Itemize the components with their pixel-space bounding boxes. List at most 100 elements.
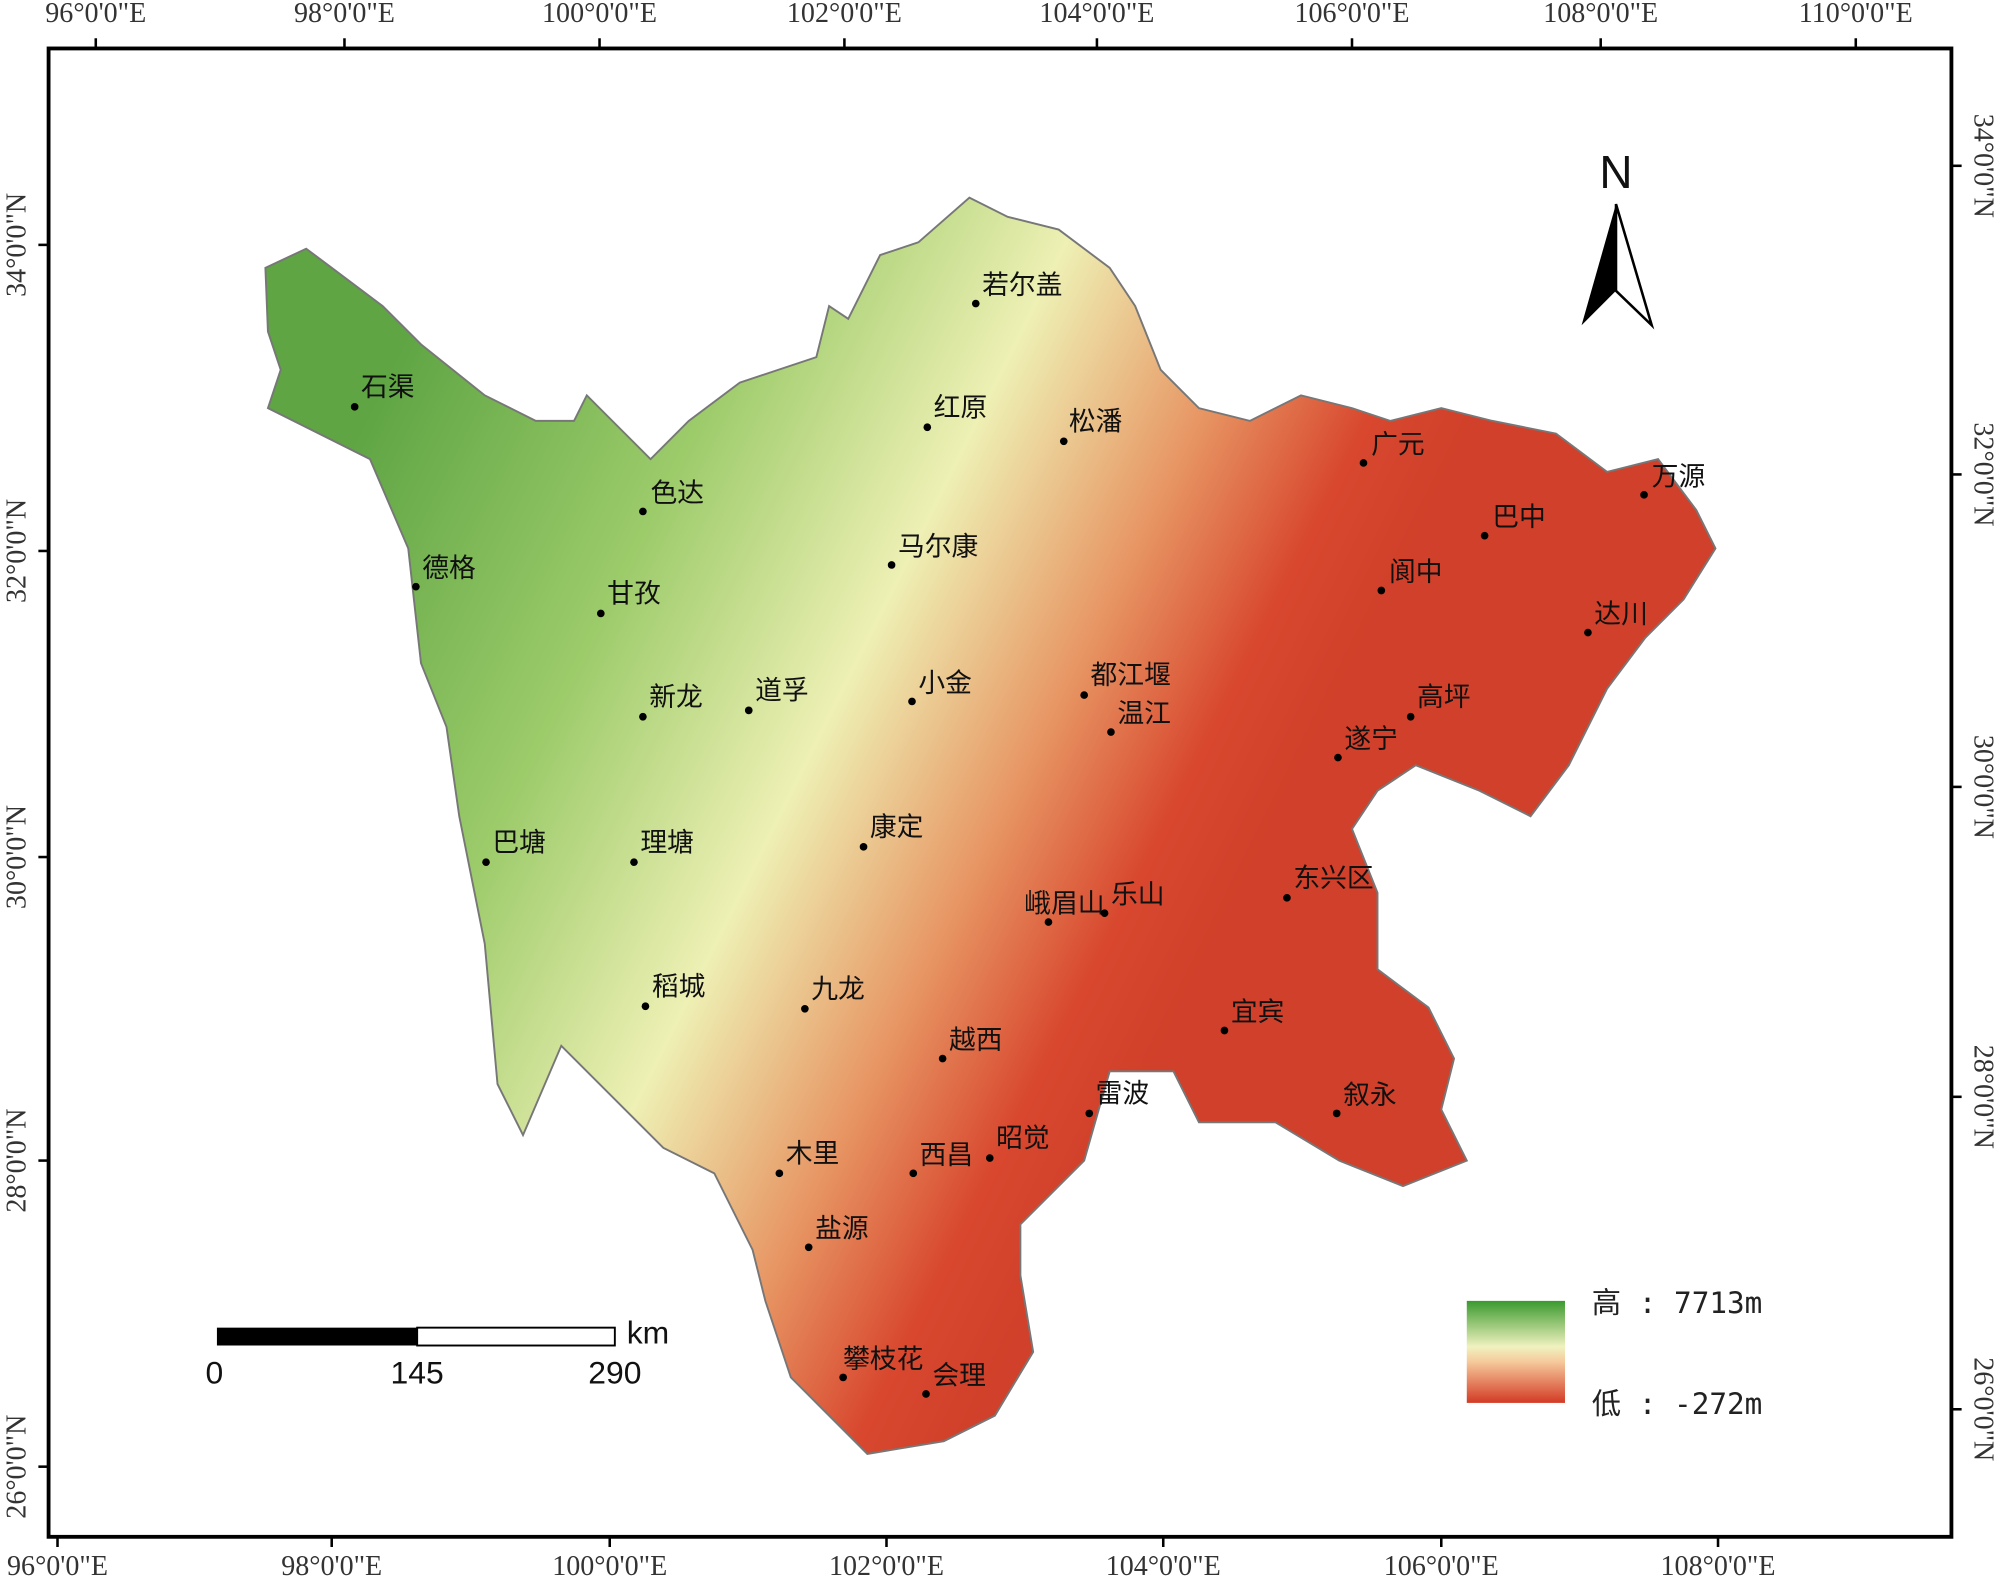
city-dot: [775, 1169, 784, 1178]
left-degree-label: 32°0'0"N: [2, 499, 33, 603]
bottom-degree-label: 108°0'0"E: [1661, 1551, 1776, 1582]
bottom-degree-label: 102°0'0"E: [829, 1551, 944, 1582]
city-dot: [1332, 1109, 1341, 1118]
province-area: [264, 196, 1717, 1455]
bottom-degree-label: 98°0'0"E: [281, 1551, 382, 1582]
city-dot: [1334, 753, 1342, 762]
city-label: 东兴区: [1293, 863, 1373, 894]
left-degree-label: 26°0'0"N: [2, 1415, 33, 1519]
city-label: 德格: [422, 553, 476, 584]
city-label: 万源: [1652, 461, 1706, 492]
city-dot: [1480, 531, 1489, 540]
city-dot: [1377, 586, 1386, 595]
city-dot: [350, 403, 359, 411]
left-degree-label: 28°0'0"N: [2, 1109, 33, 1213]
city-dot: [1640, 491, 1648, 499]
city-label: 峨眉山: [1024, 889, 1104, 920]
city-label: 红原: [934, 392, 988, 423]
city-dot: [1059, 437, 1068, 446]
city-label: 甘孜: [607, 579, 661, 610]
city-dot: [909, 1169, 918, 1178]
city-dot: [859, 843, 868, 851]
city-label: 新龙: [649, 682, 703, 713]
city-dot: [1107, 728, 1115, 736]
city-label: 松潘: [1069, 406, 1123, 437]
city-dot: [985, 1154, 994, 1162]
right-degree-label: 28°0'0"N: [1967, 1045, 1998, 1149]
city-dot: [1100, 909, 1109, 917]
right-degree-label: 32°0'0"N: [1967, 422, 1998, 526]
bottom-degree-label: 104°0'0"E: [1106, 1551, 1221, 1582]
top-degree-label: 98°0'0"E: [294, 0, 395, 29]
top-degree-label: 104°0'0"E: [1039, 0, 1154, 29]
scale-label: 145: [391, 1354, 444, 1390]
top-degree-label: 110°0'0"E: [1799, 0, 1913, 29]
city-label: 石渠: [361, 372, 415, 403]
city-dot: [908, 697, 916, 706]
bottom-degree-label: 96°0'0"E: [7, 1551, 108, 1582]
top-degree-label: 102°0'0"E: [787, 0, 902, 29]
scale-bar-white: [416, 1326, 616, 1347]
city-dot: [1080, 691, 1088, 699]
city-label: 雷波: [1096, 1079, 1150, 1110]
top-degree-label: 100°0'0"E: [542, 0, 657, 29]
city-label: 色达: [651, 478, 705, 509]
top-degree-label: 106°0'0"E: [1295, 0, 1410, 29]
city-dot: [1584, 628, 1592, 637]
city-label: 巴中: [1492, 502, 1546, 533]
city-label: 叙永: [1343, 1080, 1397, 1111]
city-label: 小金: [918, 668, 972, 699]
left-degree-label: 30°0'0"N: [2, 805, 33, 909]
bottom-degree-label: 100°0'0"E: [552, 1551, 667, 1582]
scale-bar-black: [216, 1327, 418, 1346]
city-label: 巴塘: [492, 827, 546, 858]
city-dot: [971, 299, 980, 308]
city-label: 越西: [949, 1025, 1003, 1056]
right-degree-label: 30°0'0"N: [1967, 735, 1998, 839]
city-dot: [938, 1054, 947, 1063]
scale-unit: km: [627, 1315, 670, 1351]
city-dot: [1283, 894, 1291, 902]
city-dot: [744, 706, 753, 715]
city-dot: [1220, 1026, 1229, 1035]
city-dot: [639, 712, 647, 721]
legend-low: 低 : -272m: [1592, 1387, 1763, 1421]
city-label: 温江: [1117, 698, 1171, 729]
left-degree-label: 34°0'0"N: [2, 193, 33, 297]
north-label: N: [1599, 146, 1632, 198]
top-degree-label: 108°0'0"E: [1543, 0, 1658, 29]
city-dot: [639, 507, 647, 516]
city-dot: [1085, 1109, 1094, 1118]
right-degree-label: 34°0'0"N: [1967, 114, 1998, 218]
city-label: 阆中: [1389, 557, 1443, 588]
city-label: 宜宾: [1231, 997, 1285, 1028]
city-dot: [922, 1390, 930, 1398]
city-dot: [923, 423, 932, 432]
city-dot: [1359, 459, 1368, 467]
legend-ramp: [1466, 1300, 1565, 1403]
city-dot: [887, 561, 896, 569]
city-dot: [1406, 712, 1415, 721]
city-dot: [804, 1243, 813, 1252]
city-dot: [839, 1373, 847, 1382]
city-label: 马尔康: [898, 531, 978, 562]
city-label: 高坪: [1417, 682, 1471, 713]
top-degree-label: 96°0'0"E: [45, 0, 146, 29]
city-label: 遂宁: [1344, 724, 1398, 755]
city-label: 道孚: [755, 676, 809, 707]
city-dot: [482, 858, 490, 866]
city-label: 九龙: [811, 974, 865, 1005]
city-label: 会理: [932, 1360, 986, 1391]
city-dot: [641, 1002, 650, 1011]
city-label: 乐山: [1111, 880, 1165, 911]
city-label: 若尔盖: [982, 270, 1062, 301]
city-label: 盐源: [815, 1214, 869, 1245]
city-label: 康定: [870, 812, 924, 843]
city-label: 稻城: [652, 971, 706, 1002]
bottom-degree-label: 106°0'0"E: [1384, 1551, 1499, 1582]
city-dot: [1044, 918, 1053, 926]
city-label: 攀枝花: [843, 1344, 923, 1375]
city-label: 都江堰: [1091, 660, 1171, 691]
north-arrow-right: [1614, 203, 1655, 330]
